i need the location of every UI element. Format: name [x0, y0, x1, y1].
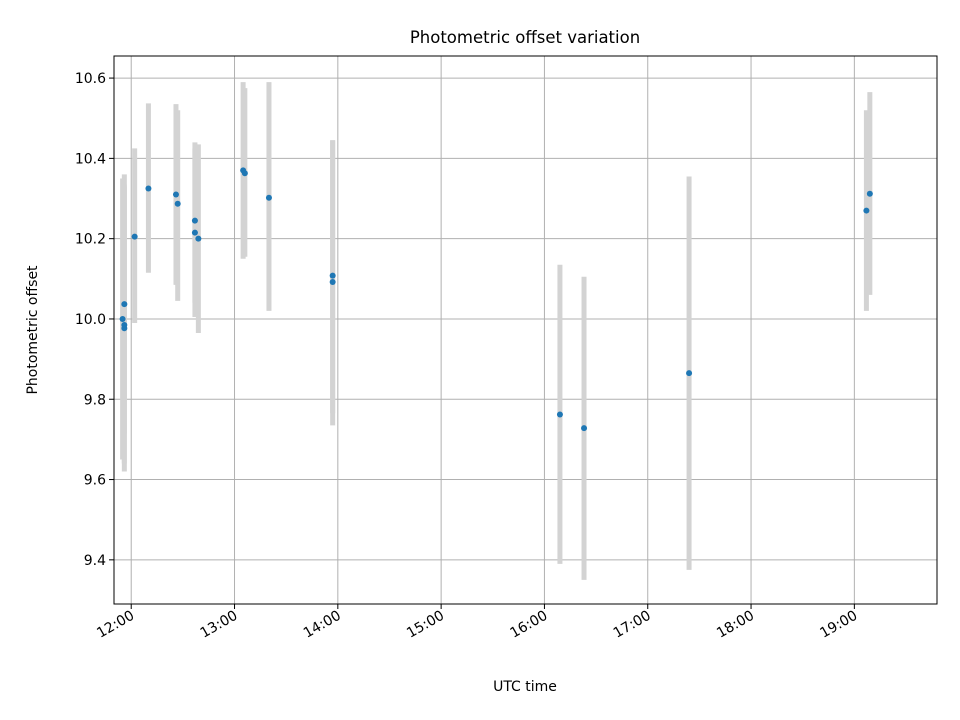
- grid: [114, 56, 937, 604]
- y-tick-label: 10.0: [75, 312, 106, 328]
- data-point: [172, 191, 179, 198]
- data-point: [195, 235, 202, 242]
- data-point: [556, 411, 563, 418]
- data-point: [191, 217, 198, 224]
- y-axis-ticks: 9.4 9.6 9.8 10.0 10.2 10.4 10.6: [75, 71, 114, 569]
- chart-title: Photometric offset variation: [410, 28, 640, 47]
- data-point: [241, 170, 248, 177]
- x-axis-label: UTC time: [493, 679, 557, 695]
- y-tick-label: 9.6: [84, 473, 106, 489]
- data-point: [145, 185, 152, 192]
- data-point: [866, 190, 873, 197]
- y-tick-label: 9.8: [84, 392, 106, 408]
- plot-frame: [113, 55, 938, 605]
- y-tick-label: 10.4: [75, 151, 106, 167]
- y-tick-label: 10.2: [75, 232, 106, 248]
- data-point: [581, 425, 588, 432]
- data-point: [174, 200, 181, 207]
- data-point: [863, 207, 870, 214]
- data-point: [131, 233, 138, 240]
- data-point: [329, 272, 336, 279]
- data-point: [191, 229, 198, 236]
- data-point: [329, 279, 336, 286]
- y-tick-label: 10.6: [75, 71, 106, 87]
- data-point: [121, 301, 128, 308]
- y-tick-label: 9.4: [84, 553, 106, 569]
- data-point: [119, 315, 126, 322]
- data-points: [119, 167, 873, 432]
- data-point: [686, 370, 693, 377]
- data-point: [121, 325, 128, 332]
- data-point: [265, 194, 272, 201]
- y-axis-label: Photometric offset: [25, 265, 41, 395]
